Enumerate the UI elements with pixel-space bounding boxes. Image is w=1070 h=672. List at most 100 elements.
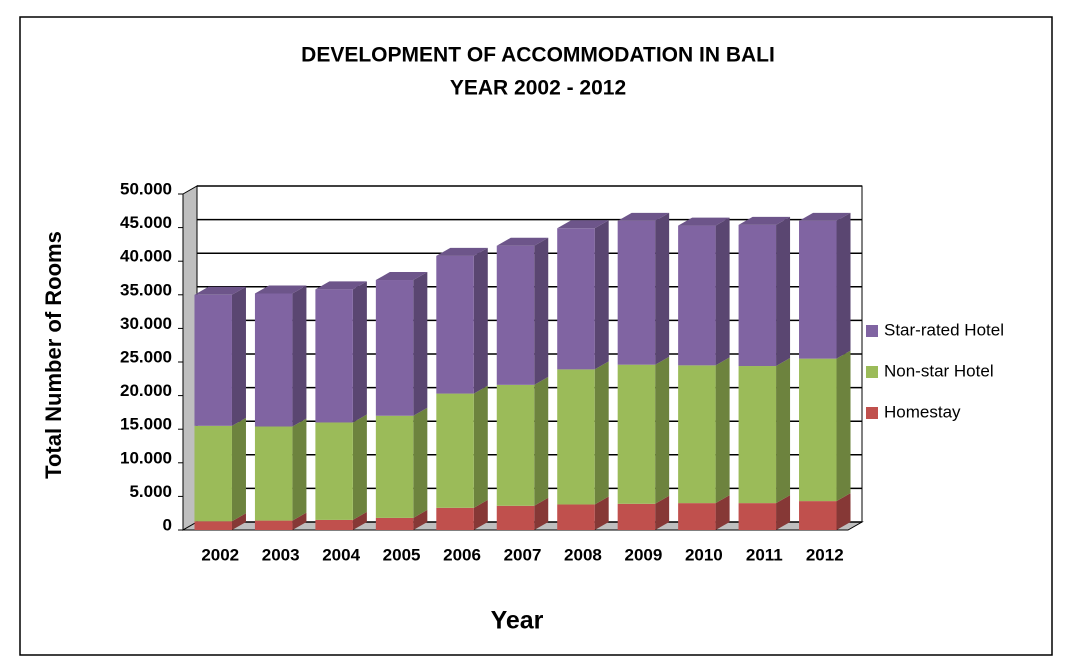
y-tick-label: 30.000 [120,314,172,333]
bar-side [352,511,367,530]
x-tick-label: 2005 [383,545,421,564]
legend-swatch [866,325,878,337]
bar-side [836,493,851,530]
y-tick-label: 40.000 [120,247,172,266]
bar [315,422,353,520]
bar [496,505,535,530]
legend-swatch [866,407,878,419]
x-tick-label: 2009 [624,545,662,564]
bar-side [594,496,609,530]
chart-title: DEVELOPMENT OF ACCOMMODATION IN BALI [301,44,775,67]
bar-side [836,350,851,502]
x-tick-label: 2002 [201,545,239,564]
y-tick-label: 10.000 [120,448,172,467]
bar-side [836,212,851,359]
x-tick-label: 2011 [746,545,783,564]
bar [375,415,414,518]
y-tick-label: 5.000 [129,482,172,501]
bar-side [594,361,609,505]
bar [254,426,293,521]
legend-swatch [866,366,878,378]
x-tick-label: 2006 [443,545,481,564]
bar-top [436,247,488,256]
bar-top [194,286,246,295]
y-tick-label: 15.000 [120,415,172,434]
bar-side [292,285,307,427]
y-tick-label: 25.000 [120,347,172,366]
bar-top [375,272,428,281]
bar [496,245,535,385]
bar-top [557,220,609,229]
bar-side [292,512,307,530]
bar [254,520,293,530]
bar-side [231,417,246,522]
bar [194,294,232,426]
bar [194,521,232,530]
bar-top [738,216,791,225]
bar [315,289,353,423]
bar-side [534,237,549,385]
bar [678,225,716,366]
bar [738,366,777,504]
x-axis-title: Year [491,607,544,635]
bar [557,369,595,505]
bar-top [799,212,851,221]
bar-side [715,357,730,504]
bar [436,255,474,394]
bar [557,504,595,530]
y-tick-label: 20.000 [120,381,172,400]
bar-top [496,237,549,246]
y-tick-label: 35.000 [120,280,172,299]
bar-top [678,217,730,226]
bar [799,220,837,359]
y-axis-title: Total Number of Rooms [41,231,66,479]
bar-side [776,216,791,367]
bar-side [352,281,367,423]
bar-side [473,385,488,508]
bar-side [231,286,246,426]
bar [436,507,474,530]
x-tick-label: 2010 [685,545,723,564]
bar-side [534,497,549,530]
bar-side [655,495,670,530]
y-tick-label: 0 [163,515,172,534]
bar [375,517,414,530]
x-tick-label: 2007 [504,545,542,564]
bar [799,501,837,530]
bar-side [776,495,791,530]
bar-side [594,220,609,370]
bar [496,384,535,506]
bar-side [715,217,730,366]
bar [436,393,474,508]
bar-side [352,414,367,520]
x-tick-label: 2012 [806,545,844,564]
bar [194,425,232,522]
bar-side [292,418,307,521]
bar-side [231,513,246,530]
bar-side [473,499,488,530]
bar-side [655,212,670,365]
y-tick-label: 50.000 [120,179,172,198]
bar-side [413,272,428,416]
legend-label: Star-rated Hotel [884,320,1004,339]
bar-top [617,212,670,221]
bar-side [715,495,730,530]
bar [617,220,656,365]
chart-subtitle: YEAR 2002 - 2012 [450,77,626,100]
bar-side [534,376,549,506]
bar [375,280,414,416]
legend-label: Homestay [884,402,961,421]
legend-label: Non-star Hotel [884,361,994,380]
y-tick-label: 45.000 [120,213,172,232]
bar [738,224,777,367]
bar [678,503,716,530]
bar [315,519,353,530]
bar [254,293,293,427]
bar-side [655,356,670,504]
bar-side [413,407,428,518]
bar [557,228,595,370]
bar-top [315,281,367,290]
bar-top [254,285,307,294]
bar [617,364,656,504]
